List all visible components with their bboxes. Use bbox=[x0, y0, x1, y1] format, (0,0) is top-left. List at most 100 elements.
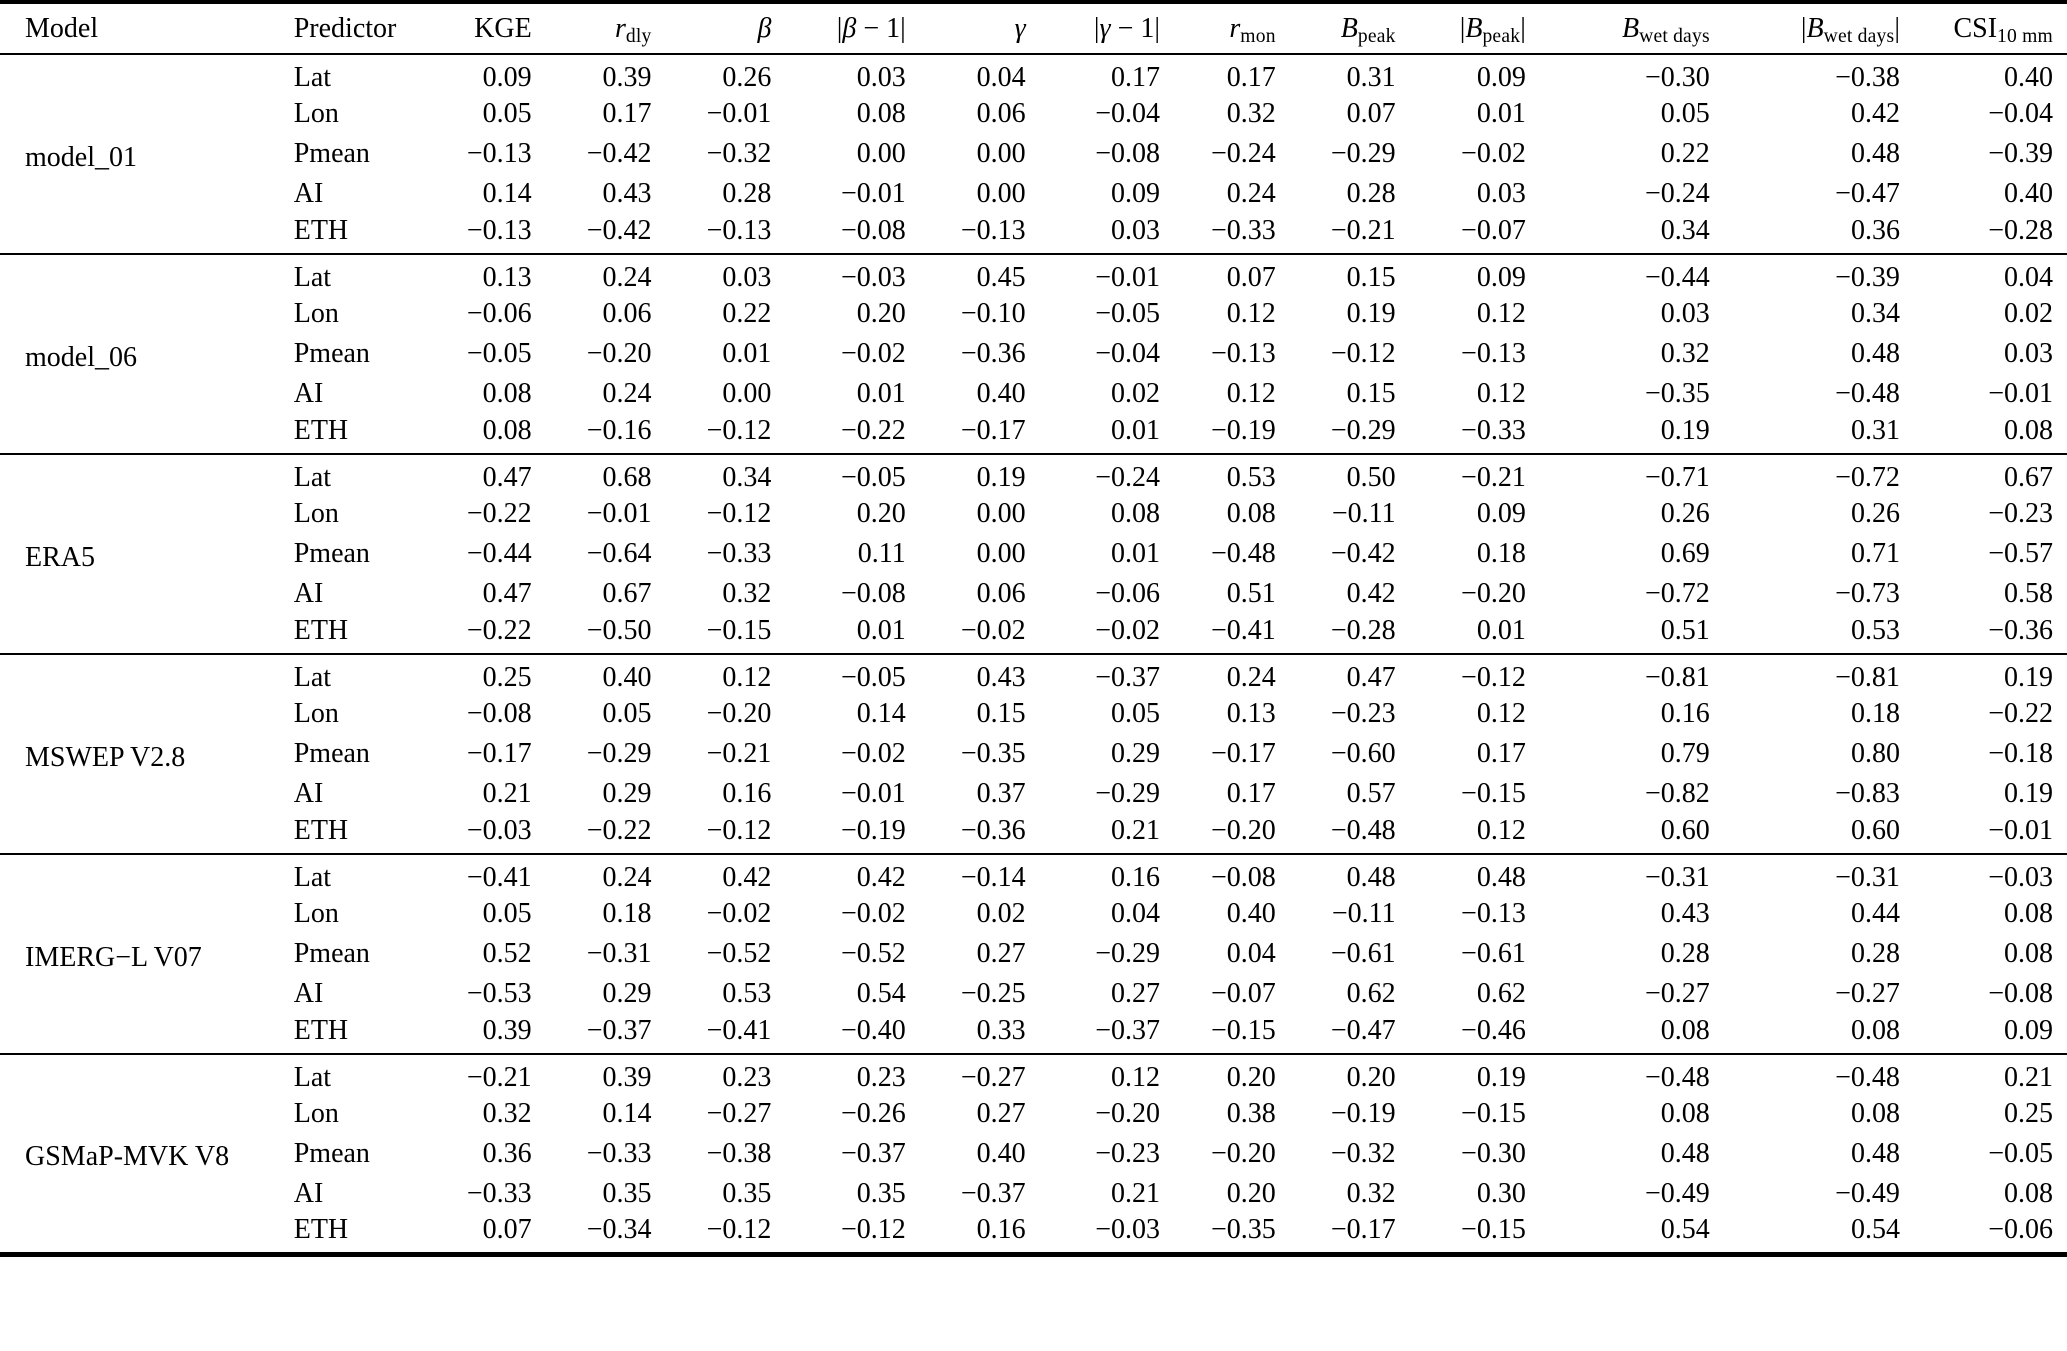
value-cell-abs_beta_minus_1: 0.01 bbox=[856, 378, 906, 409]
value-cell-abs_b_peak: 0.03 bbox=[1476, 178, 1526, 209]
value-cell-beta: 0.42 bbox=[722, 862, 772, 893]
value-cell-abs_b_peak: −0.15 bbox=[1461, 1098, 1526, 1129]
value-cell-kge: −0.03 bbox=[466, 814, 532, 846]
value-cell-gamma: 0.40 bbox=[976, 378, 1026, 409]
value-cell-r_dly: 0.29 bbox=[602, 778, 652, 809]
value-cell-kge: −0.44 bbox=[466, 538, 532, 569]
value-cell-csi_10mm: −0.22 bbox=[1988, 698, 2053, 729]
predictor-name: Pmean bbox=[293, 738, 370, 769]
value-cell-r_dly: −0.22 bbox=[586, 814, 652, 846]
value-cell-abs_b_wet_days: 0.42 bbox=[1850, 98, 1900, 129]
value-cell-abs_beta_minus_1: −0.26 bbox=[840, 1098, 906, 1129]
value-cell-csi_10mm: 0.67 bbox=[2004, 462, 2053, 493]
value-cell-kge: −0.22 bbox=[466, 498, 532, 529]
header-cell-csi_10mm: CSI10 mm bbox=[1953, 12, 2053, 47]
value-cell-abs_gamma_minus_1: 0.05 bbox=[1110, 698, 1160, 729]
value-cell-b_wet_days: −0.81 bbox=[1644, 662, 1710, 693]
table-row: IMERG−L V07 Lat −0.41 0.24 0.42 0.42 −0.14 0.16… bbox=[0, 854, 2067, 973]
value-cell-csi_10mm: 0.02 bbox=[2004, 298, 2053, 329]
value-cell-gamma: 0.00 bbox=[976, 498, 1026, 529]
value-cell-abs_gamma_minus_1: 0.03 bbox=[1110, 214, 1160, 246]
value-cell-abs_b_peak: −0.33 bbox=[1461, 414, 1526, 446]
value-cell-kge: 0.47 bbox=[482, 578, 532, 609]
value-cell-abs_beta_minus_1: −0.19 bbox=[840, 814, 906, 846]
value-cell-r_dly: 0.43 bbox=[602, 178, 652, 209]
value-cell-abs_gamma_minus_1: 0.04 bbox=[1110, 898, 1160, 929]
value-cell-r_dly: −0.33 bbox=[586, 1138, 652, 1169]
value-cell-abs_gamma_minus_1: 0.21 bbox=[1110, 814, 1160, 846]
value-cell-b_wet_days: −0.82 bbox=[1644, 778, 1710, 809]
table-row: AI 0.14 0.43 0.28 −0.01 0.00 0.09 0.24 0.28 0.03 −… bbox=[0, 174, 2067, 214]
value-cell-b_peak: −0.42 bbox=[1330, 538, 1396, 569]
value-cell-kge: −0.41 bbox=[466, 862, 532, 893]
value-cell-csi_10mm: 0.03 bbox=[2004, 338, 2053, 369]
value-cell-abs_beta_minus_1: 0.14 bbox=[856, 698, 906, 729]
value-cell-abs_gamma_minus_1: 0.16 bbox=[1110, 862, 1160, 893]
model-block: GSMaP-MVK V8 Lat −0.21 0.39 0.23 0.23 −0.27 0.1… bbox=[0, 1054, 2067, 1255]
value-cell-b_wet_days: 0.69 bbox=[1660, 538, 1710, 569]
value-cell-b_wet_days: 0.79 bbox=[1660, 738, 1710, 769]
value-cell-b_wet_days: 0.08 bbox=[1660, 1098, 1710, 1129]
value-cell-b_wet_days: 0.08 bbox=[1660, 1014, 1710, 1046]
value-cell-gamma: 0.37 bbox=[976, 778, 1026, 809]
value-cell-r_mon: 0.51 bbox=[1226, 578, 1276, 609]
value-cell-r_mon: 0.17 bbox=[1226, 62, 1276, 93]
value-cell-b_peak: 0.57 bbox=[1346, 778, 1396, 809]
value-cell-beta: 0.26 bbox=[722, 62, 772, 93]
value-cell-abs_beta_minus_1: −0.37 bbox=[840, 1138, 906, 1169]
value-cell-abs_gamma_minus_1: 0.12 bbox=[1110, 1062, 1160, 1093]
value-cell-r_mon: −0.35 bbox=[1210, 1214, 1276, 1245]
predictor-name: Lat bbox=[293, 262, 332, 293]
value-cell-r_dly: 0.06 bbox=[602, 298, 652, 329]
header-cell-gamma: γ bbox=[1014, 12, 1026, 44]
value-cell-gamma: −0.37 bbox=[960, 1178, 1026, 1209]
predictor-name: Lon bbox=[293, 698, 339, 729]
value-cell-abs_gamma_minus_1: 0.29 bbox=[1110, 738, 1160, 769]
model-block: model_01 Lat 0.09 0.39 0.26 0.03 0.04 0.17 0.17 0… bbox=[0, 54, 2067, 254]
value-cell-r_dly: 0.39 bbox=[602, 1062, 652, 1093]
value-cell-abs_gamma_minus_1: −0.04 bbox=[1095, 338, 1160, 369]
value-cell-abs_b_wet_days: −0.49 bbox=[1835, 1178, 1900, 1209]
value-cell-gamma: −0.13 bbox=[960, 214, 1026, 246]
value-cell-abs_b_peak: −0.13 bbox=[1461, 338, 1526, 369]
value-cell-b_peak: −0.11 bbox=[1331, 898, 1396, 929]
value-cell-beta: −0.12 bbox=[706, 1214, 772, 1245]
value-cell-r_mon: 0.40 bbox=[1226, 898, 1276, 929]
value-cell-csi_10mm: 0.09 bbox=[2004, 1014, 2053, 1046]
value-cell-b_peak: −0.12 bbox=[1330, 338, 1396, 369]
value-cell-r_mon: 0.17 bbox=[1226, 778, 1276, 809]
value-cell-b_peak: −0.32 bbox=[1330, 1138, 1396, 1169]
value-cell-kge: 0.08 bbox=[482, 378, 532, 409]
table-row: AI 0.08 0.24 0.00 0.01 0.40 0.02 0.12 0.15 0.12 −0… bbox=[0, 374, 2067, 414]
value-cell-r_dly: −0.01 bbox=[586, 498, 652, 529]
header-cell-b_peak: Bpeak bbox=[1340, 12, 1396, 47]
value-cell-r_dly: −0.50 bbox=[586, 614, 652, 646]
value-cell-csi_10mm: −0.08 bbox=[1988, 978, 2053, 1009]
value-cell-abs_b_peak: 0.48 bbox=[1476, 862, 1526, 893]
value-cell-abs_b_wet_days: −0.27 bbox=[1835, 978, 1900, 1009]
predictor-name: Lon bbox=[293, 298, 339, 329]
predictor-name: AI bbox=[293, 978, 324, 1009]
value-cell-r_dly: 0.24 bbox=[602, 862, 652, 893]
table-row: Lon −0.06 0.06 0.22 0.20 −0.10 −0.05 0.12 0.19 0.… bbox=[0, 294, 2067, 334]
value-cell-beta: 0.35 bbox=[722, 1178, 772, 1209]
value-cell-abs_gamma_minus_1: −0.03 bbox=[1095, 1214, 1160, 1245]
value-cell-r_dly: 0.67 bbox=[602, 578, 652, 609]
value-cell-b_peak: −0.29 bbox=[1330, 138, 1396, 169]
value-cell-abs_b_wet_days: 0.44 bbox=[1850, 898, 1900, 929]
predictor-name: ETH bbox=[293, 614, 349, 646]
value-cell-b_wet_days: −0.44 bbox=[1644, 262, 1710, 293]
value-cell-b_peak: −0.21 bbox=[1330, 214, 1396, 246]
value-cell-abs_b_wet_days: −0.72 bbox=[1835, 462, 1900, 493]
value-cell-b_peak: 0.31 bbox=[1346, 62, 1396, 93]
predictor-name: ETH bbox=[293, 814, 349, 846]
table-row: ERA5 Lat 0.47 0.68 0.34 −0.05 0.19 −0.24 0.53 0.5… bbox=[0, 454, 2067, 573]
value-cell-r_mon: −0.07 bbox=[1210, 978, 1276, 1009]
model-name: ERA5 bbox=[25, 541, 95, 573]
value-cell-b_wet_days: 0.51 bbox=[1660, 614, 1710, 646]
value-cell-abs_beta_minus_1: 0.20 bbox=[856, 498, 906, 529]
header-cell-abs_b_wet_days: |Bwet days| bbox=[1800, 12, 1900, 47]
value-cell-r_mon: 0.07 bbox=[1226, 262, 1276, 293]
predictor-name: AI bbox=[293, 378, 324, 409]
value-cell-b_peak: 0.19 bbox=[1346, 298, 1396, 329]
